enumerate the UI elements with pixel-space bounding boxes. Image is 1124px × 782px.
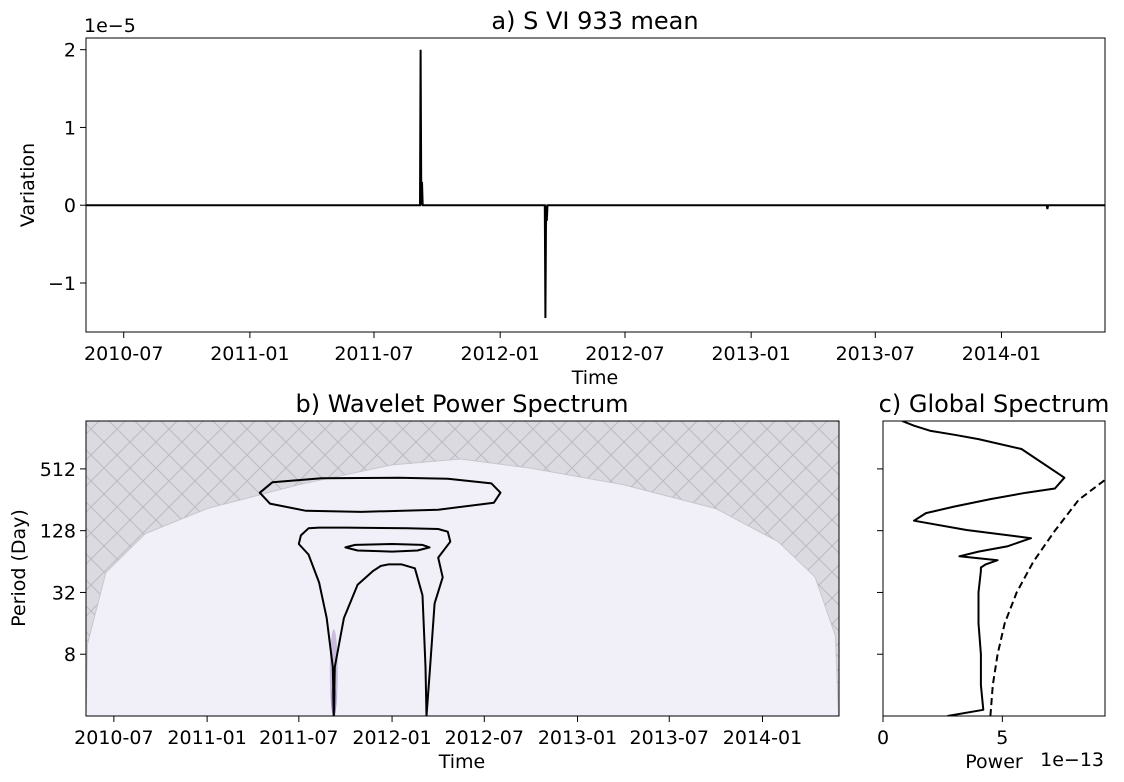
panel-a-y-ticks: −1 0 1 2 bbox=[48, 40, 86, 295]
panel-c-y-ticks bbox=[877, 468, 883, 655]
panel-b-y-tick-label: 8 bbox=[64, 644, 76, 666]
panel-c-offset-text: 1e−13 bbox=[1040, 749, 1104, 771]
global-spectrum-solid-line bbox=[901, 421, 1066, 716]
contour-middle bbox=[297, 526, 452, 716]
panel-b-y-tick-label: 32 bbox=[52, 582, 76, 604]
panel-b-title: b) Wavelet Power Spectrum bbox=[295, 390, 628, 418]
panel-b-x-axis-label: Time bbox=[438, 751, 486, 773]
panel-a-x-tick-label: 2011-01 bbox=[210, 343, 289, 365]
panel-b-x-ticks: 2010-07 2011-01 2011-07 2012-01 2012-07 2013-… bbox=[74, 716, 802, 749]
panel-b-x-tick-label: 2011-01 bbox=[167, 727, 246, 749]
panel-a-y-tick-label: 1 bbox=[64, 117, 76, 139]
panel-a-x-tick-label: 2010-07 bbox=[84, 343, 163, 365]
panel-a-x-axis-label: Time bbox=[571, 367, 619, 389]
panel-b-frame bbox=[85, 420, 840, 717]
panel-a-x-tick-label: 2012-01 bbox=[460, 343, 539, 365]
panel-c-series-layer bbox=[901, 421, 1105, 716]
panel-b-y-ticks: 8 32 128 512 bbox=[40, 459, 86, 666]
panel-a-offset-text: 1e−5 bbox=[84, 15, 136, 37]
contour-upper bbox=[258, 476, 502, 513]
panel-a-x-tick-label: 2014-01 bbox=[962, 343, 1041, 365]
panel-c-title: c) Global Spectrum bbox=[879, 390, 1110, 418]
panel-a-y-tick-label: 2 bbox=[64, 40, 76, 62]
panel-b-y-tick-label: 128 bbox=[40, 521, 76, 543]
panel-b-x-tick-label: 2013-01 bbox=[538, 727, 617, 749]
global-spectrum-dashed-line bbox=[989, 479, 1105, 716]
panel-b-x-tick-label: 2012-07 bbox=[445, 727, 524, 749]
panel-a-x-tick-label: 2013-01 bbox=[711, 343, 790, 365]
panel-a-frame bbox=[85, 37, 1106, 333]
panel-a-x-ticks: 2010-07 2011-01 2011-07 2012-01 2012-07 2013-… bbox=[84, 332, 1041, 365]
panel-b-x-tick-label: 2013-07 bbox=[630, 727, 709, 749]
panel-b-x-tick-label: 2012-01 bbox=[352, 727, 431, 749]
panel-a-series-layer bbox=[86, 49, 1105, 319]
panel-a: 2010-07 2011-01 2011-07 2012-01 2012-07 2013-… bbox=[17, 7, 1106, 389]
panel-c-frame bbox=[882, 420, 1106, 717]
panel-a-y-tick-label: −1 bbox=[48, 273, 76, 295]
cone-of-influence-hatch bbox=[86, 421, 839, 716]
panel-a-x-tick-label: 2011-07 bbox=[334, 343, 413, 365]
panel-c-x-tick-label: 0 bbox=[877, 727, 889, 749]
panel-b-x-tick-label: 2011-07 bbox=[259, 727, 338, 749]
contour-small bbox=[344, 543, 431, 553]
panel-a-title: a) S VI 933 mean bbox=[491, 7, 698, 35]
panel-a-x-tick-label: 2013-07 bbox=[836, 343, 915, 365]
panel-a-series-line-0 bbox=[86, 49, 1105, 319]
contour-layer bbox=[258, 476, 502, 716]
panel-b-content bbox=[86, 421, 839, 716]
panel-c-x-tick-label: 5 bbox=[996, 727, 1008, 749]
panel-b-x-tick-label: 2014-01 bbox=[723, 727, 802, 749]
panel-a-y-tick-label: 0 bbox=[64, 195, 76, 217]
panel-c-x-axis-label: Power bbox=[965, 751, 1023, 773]
panel-a-x-tick-label: 2012-07 bbox=[585, 343, 664, 365]
panel-b-x-tick-label: 2010-07 bbox=[74, 727, 153, 749]
panel-a-y-axis-label: Variation bbox=[17, 143, 39, 227]
panel-b-y-tick-label: 512 bbox=[40, 459, 76, 481]
panel-b: 2010-07 2011-01 2011-07 2012-01 2012-07 2013-… bbox=[8, 390, 840, 773]
panel-b-y-axis-label: Period (Day) bbox=[8, 509, 30, 627]
